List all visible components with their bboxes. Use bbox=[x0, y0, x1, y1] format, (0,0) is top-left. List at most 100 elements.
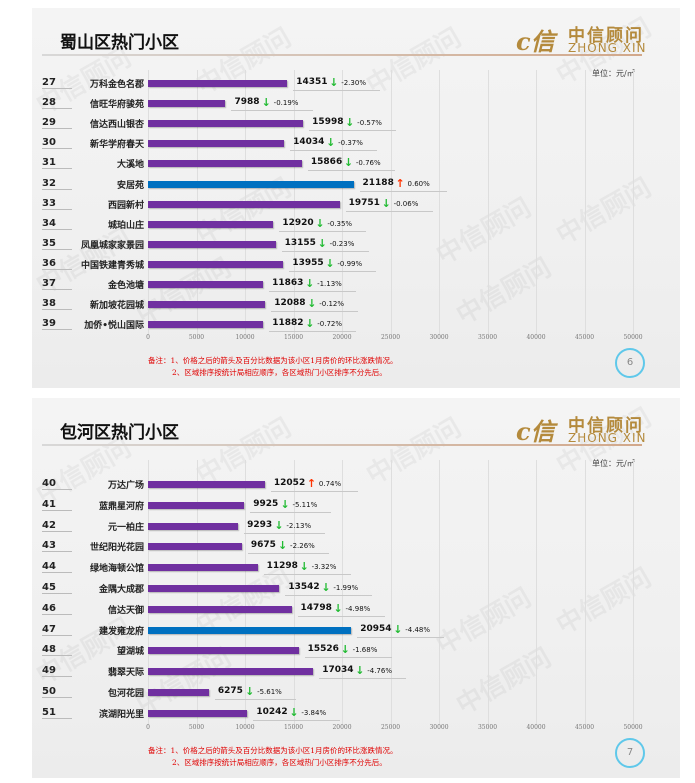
x-tick-label: 5000 bbox=[188, 724, 205, 731]
row-underline bbox=[214, 699, 297, 700]
value-label: 15866 bbox=[310, 157, 343, 168]
logo-text-cn: 中信顾问 bbox=[568, 26, 644, 46]
value-label: 15998 bbox=[312, 117, 344, 128]
row-underline bbox=[269, 291, 357, 292]
arrow-down-icon: ↓ bbox=[278, 539, 288, 553]
change-label: -4.76% bbox=[367, 667, 392, 676]
arrow-down-icon: ↓ bbox=[393, 622, 403, 636]
change-label: -0.57% bbox=[357, 119, 382, 128]
arrow-down-icon: ↓ bbox=[355, 664, 365, 678]
rank-number: 45 bbox=[42, 582, 72, 594]
category-label: 世纪阳光花园 bbox=[89, 543, 144, 554]
rank-number: 48 bbox=[42, 644, 72, 657]
arrow-down-icon: ↓ bbox=[315, 216, 325, 230]
x-tick-label: 25000 bbox=[380, 724, 401, 731]
row-underline bbox=[289, 270, 377, 272]
x-tick-label: 0 bbox=[146, 724, 150, 731]
change-label: -1.99% bbox=[333, 584, 359, 592]
category-label: 新加坡花园城 bbox=[89, 301, 144, 312]
change-label: -0.72% bbox=[317, 320, 343, 329]
bar bbox=[148, 585, 280, 592]
rank-number: 31 bbox=[42, 157, 72, 170]
watermark: 中信顾问 bbox=[431, 193, 536, 271]
arrow-down-icon: ↓ bbox=[321, 581, 331, 594]
bar bbox=[148, 564, 258, 572]
watermark: 中信顾问 bbox=[191, 23, 296, 101]
gridline bbox=[487, 70, 489, 334]
gridline bbox=[196, 460, 198, 724]
rank-number: 36 bbox=[42, 258, 72, 270]
watermark: 中信顾问 bbox=[361, 23, 466, 101]
bar bbox=[148, 689, 209, 696]
gridline bbox=[439, 460, 440, 724]
rank-number: 35 bbox=[42, 238, 72, 250]
change-label: -1.68% bbox=[352, 646, 378, 655]
bar bbox=[148, 220, 274, 228]
value-label: 6275 bbox=[217, 686, 243, 696]
category-label: 加侨•悦山国际 bbox=[84, 321, 144, 332]
category-label: 金色池塘 bbox=[107, 281, 144, 291]
brand-logo: c信 中信顾问 ZHONG XIN bbox=[516, 408, 676, 448]
value-label: 19751 bbox=[348, 197, 380, 208]
arrow-down-icon: ↓ bbox=[307, 297, 317, 311]
header-divider bbox=[42, 444, 642, 446]
header-divider bbox=[42, 54, 642, 56]
value-label: 21188 bbox=[362, 177, 394, 188]
row-underline bbox=[290, 150, 378, 152]
arrow-down-icon: ↓ bbox=[333, 601, 343, 615]
value-label: 13155 bbox=[284, 237, 316, 248]
row-underline bbox=[270, 491, 358, 492]
arrow-down-icon: ↓ bbox=[305, 277, 315, 290]
value-label: 12920 bbox=[282, 217, 314, 228]
watermark: 中信顾问 bbox=[451, 253, 556, 331]
arrow-down-icon: ↓ bbox=[261, 96, 271, 110]
unit-label: 单位：元/㎡ bbox=[592, 459, 635, 468]
arrow-down-icon: ↓ bbox=[317, 236, 327, 250]
rank-number: 37 bbox=[42, 278, 72, 290]
arrow-up-icon: ↑ bbox=[395, 176, 405, 190]
x-tick-label: 15000 bbox=[283, 334, 304, 341]
bar bbox=[148, 100, 226, 108]
x-tick-label: 50000 bbox=[623, 334, 643, 341]
x-tick-label: 5000 bbox=[188, 334, 205, 341]
value-label: 7988 bbox=[234, 97, 260, 108]
logo-text-en: ZHONG XIN bbox=[568, 431, 647, 445]
row-underline bbox=[359, 190, 447, 192]
category-label: 元一柏庄 bbox=[107, 522, 144, 533]
arrow-down-icon: ↓ bbox=[299, 560, 309, 574]
bar bbox=[148, 260, 284, 268]
x-tick-label: 30000 bbox=[429, 724, 449, 731]
arrow-down-icon: ↓ bbox=[245, 685, 255, 698]
arrow-down-icon: ↓ bbox=[340, 643, 350, 657]
row-underline bbox=[263, 574, 351, 576]
arrow-down-icon: ↓ bbox=[325, 256, 335, 270]
rank-number: 50 bbox=[42, 686, 72, 698]
row-underline bbox=[250, 511, 332, 513]
bar bbox=[148, 481, 265, 488]
x-tick-label: 45000 bbox=[574, 724, 595, 731]
x-tick-label: 50000 bbox=[623, 724, 643, 731]
rank-number: 41 bbox=[42, 499, 72, 511]
gridline bbox=[342, 460, 343, 724]
gridline bbox=[148, 460, 149, 724]
bar bbox=[148, 605, 292, 613]
category-label: 翡翠天际 bbox=[107, 668, 144, 679]
rank-number: 44 bbox=[42, 561, 72, 574]
value-label: 15526 bbox=[307, 644, 339, 655]
gridline bbox=[293, 460, 295, 724]
value-label: 12088 bbox=[274, 298, 306, 309]
change-label: -0.76% bbox=[355, 159, 381, 168]
change-label: -0.19% bbox=[273, 99, 299, 108]
rank-number: 34 bbox=[42, 218, 72, 230]
logo-mark-icon: c信 bbox=[516, 417, 555, 446]
change-label: -4.98% bbox=[345, 604, 371, 613]
row-underline bbox=[304, 657, 392, 659]
change-label: 0.74% bbox=[318, 480, 342, 488]
page-number: 7 bbox=[615, 738, 645, 768]
arrow-down-icon: ↓ bbox=[280, 497, 290, 511]
category-label: 蓝鼎星河府 bbox=[98, 501, 144, 512]
bar bbox=[148, 140, 285, 148]
chart-title: 包河区热门小区 bbox=[60, 423, 179, 443]
row-underline bbox=[307, 170, 395, 172]
